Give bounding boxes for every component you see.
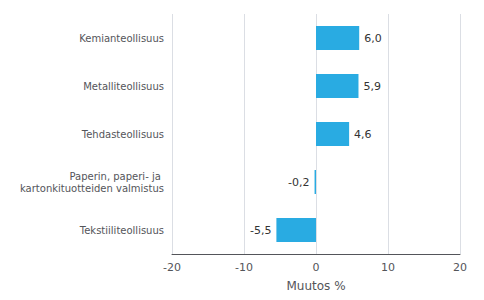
svg-text:-5,5: -5,5 bbox=[250, 224, 271, 237]
svg-text:6,0: 6,0 bbox=[364, 32, 382, 45]
svg-text:-0,2: -0,2 bbox=[288, 176, 309, 189]
svg-text:Tekstiiliteollisuus: Tekstiiliteollisuus bbox=[79, 225, 164, 236]
svg-text:Kemianteollisuus: Kemianteollisuus bbox=[79, 33, 164, 44]
svg-text:0: 0 bbox=[313, 261, 320, 274]
svg-text:20: 20 bbox=[453, 261, 467, 274]
svg-text:Metalliteollisuus: Metalliteollisuus bbox=[83, 81, 164, 92]
svg-text:10: 10 bbox=[381, 261, 395, 274]
svg-text:Muutos %: Muutos % bbox=[286, 279, 345, 293]
svg-text:kartonkituotteiden valmistus: kartonkituotteiden valmistus bbox=[20, 183, 164, 194]
svg-text:Tehdasteollisuus: Tehdasteollisuus bbox=[81, 129, 164, 140]
svg-text:-20: -20 bbox=[163, 261, 181, 274]
svg-text:4,6: 4,6 bbox=[354, 128, 372, 141]
svg-text:-10: -10 bbox=[235, 261, 253, 274]
svg-text:5,9: 5,9 bbox=[363, 80, 381, 93]
svg-text:Paperin, paperi- ja: Paperin, paperi- ja bbox=[69, 171, 164, 182]
